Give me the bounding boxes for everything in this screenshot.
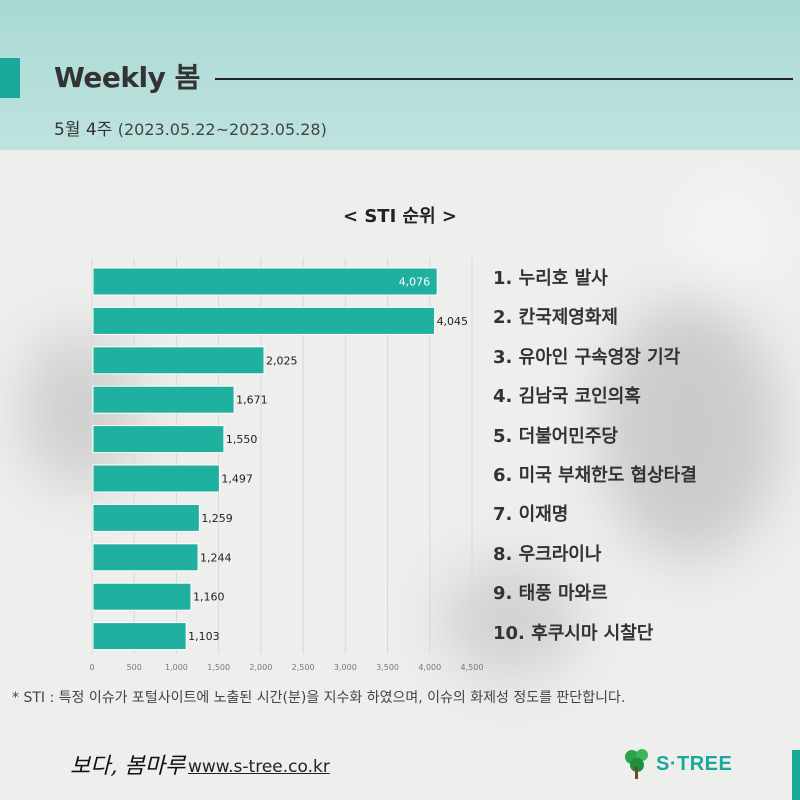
- rank-item: 4. 김남국 코인의혹: [493, 386, 641, 408]
- x-tick-label: 1,000: [165, 663, 188, 672]
- data-label: 1,103: [188, 630, 220, 643]
- rank-item: 7. 이재명: [493, 504, 569, 526]
- x-tick-label: 2,000: [249, 663, 272, 672]
- stree-logo-text: S·TREE: [656, 753, 733, 775]
- bar: [92, 267, 438, 296]
- bar: [92, 582, 192, 611]
- stree-tree-icon: [625, 749, 648, 779]
- x-tick-label: 0: [89, 663, 94, 672]
- background-blur: [680, 180, 780, 290]
- data-label: 1,497: [221, 473, 253, 486]
- subtitle: 5월 4주 (2023.05.22~2023.05.28): [54, 115, 327, 140]
- rank-item: 9. 태풍 마와르: [493, 583, 608, 605]
- data-label: 2,025: [266, 354, 298, 367]
- title-rule: [215, 78, 793, 80]
- background-blur: [600, 300, 780, 560]
- date-range: (2023.05.22~2023.05.28): [117, 120, 327, 139]
- rank-item: 6. 미국 부채한도 협상타결: [493, 465, 697, 486]
- bar: [92, 503, 200, 532]
- x-tick-label: 2,500: [292, 663, 315, 672]
- bar: [92, 622, 187, 651]
- page-title: Weekly 봄: [54, 61, 200, 94]
- brand-script-logo: 보다, 봄마루: [70, 754, 186, 779]
- data-label: 4,045: [437, 315, 469, 328]
- rank-item: 8. 우크라이나: [493, 543, 602, 565]
- rank-item: 3. 유아인 구속영장 기각: [493, 346, 681, 368]
- x-tick-label: 3,000: [334, 663, 357, 672]
- data-label: 1,160: [193, 591, 225, 604]
- x-tick-label: 1,500: [207, 663, 230, 672]
- background-blur: [440, 560, 580, 680]
- x-tick-label: 4,000: [418, 663, 441, 672]
- accent-bar-left: [0, 58, 20, 98]
- footnote: * STI : 특정 이슈가 포털사이트에 노출된 시간(분)을 지수화 하였으…: [12, 690, 626, 706]
- chart-title: < STI 순위 >: [342, 206, 458, 227]
- rank-item: 10. 후쿠시마 시찰단: [493, 622, 654, 644]
- data-label: 1,259: [201, 512, 233, 525]
- rank-item: 1. 누리호 발사: [493, 268, 608, 289]
- data-label: 1,671: [236, 394, 268, 407]
- bar: [92, 346, 265, 375]
- week-label: 5월 4주: [54, 120, 113, 140]
- x-tick-label: 4,500: [461, 663, 484, 672]
- bar: [92, 464, 220, 493]
- bar: [92, 425, 225, 454]
- website-link[interactable]: www.s-tree.co.kr: [188, 757, 330, 777]
- data-label: 1,244: [200, 551, 232, 564]
- bar: [92, 306, 436, 335]
- accent-bar-right: [792, 750, 800, 800]
- x-tick-label: 3,500: [376, 663, 399, 672]
- rank-item: 5. 더불어민주당: [493, 425, 618, 447]
- bar: [92, 385, 235, 414]
- data-label: 4,076: [399, 276, 431, 289]
- header-band: [0, 0, 800, 150]
- x-tick-label: 500: [127, 663, 142, 672]
- rank-item: 2. 칸국제영화제: [493, 307, 618, 329]
- bar: [92, 543, 199, 572]
- data-label: 1,550: [226, 433, 258, 446]
